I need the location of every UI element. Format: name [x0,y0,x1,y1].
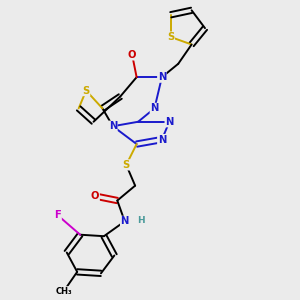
Text: S: S [82,85,90,96]
Text: N: N [158,72,166,82]
Text: N: N [158,135,166,145]
Text: S: S [123,160,130,170]
Text: CH₃: CH₃ [56,287,72,296]
Text: N: N [121,216,129,226]
Text: N: N [165,117,173,127]
Text: F: F [55,210,61,220]
Text: N: N [150,103,159,113]
Text: O: O [91,191,99,201]
Text: S: S [167,32,174,42]
Text: O: O [128,50,136,60]
Text: N: N [109,121,117,131]
Text: H: H [137,216,145,225]
